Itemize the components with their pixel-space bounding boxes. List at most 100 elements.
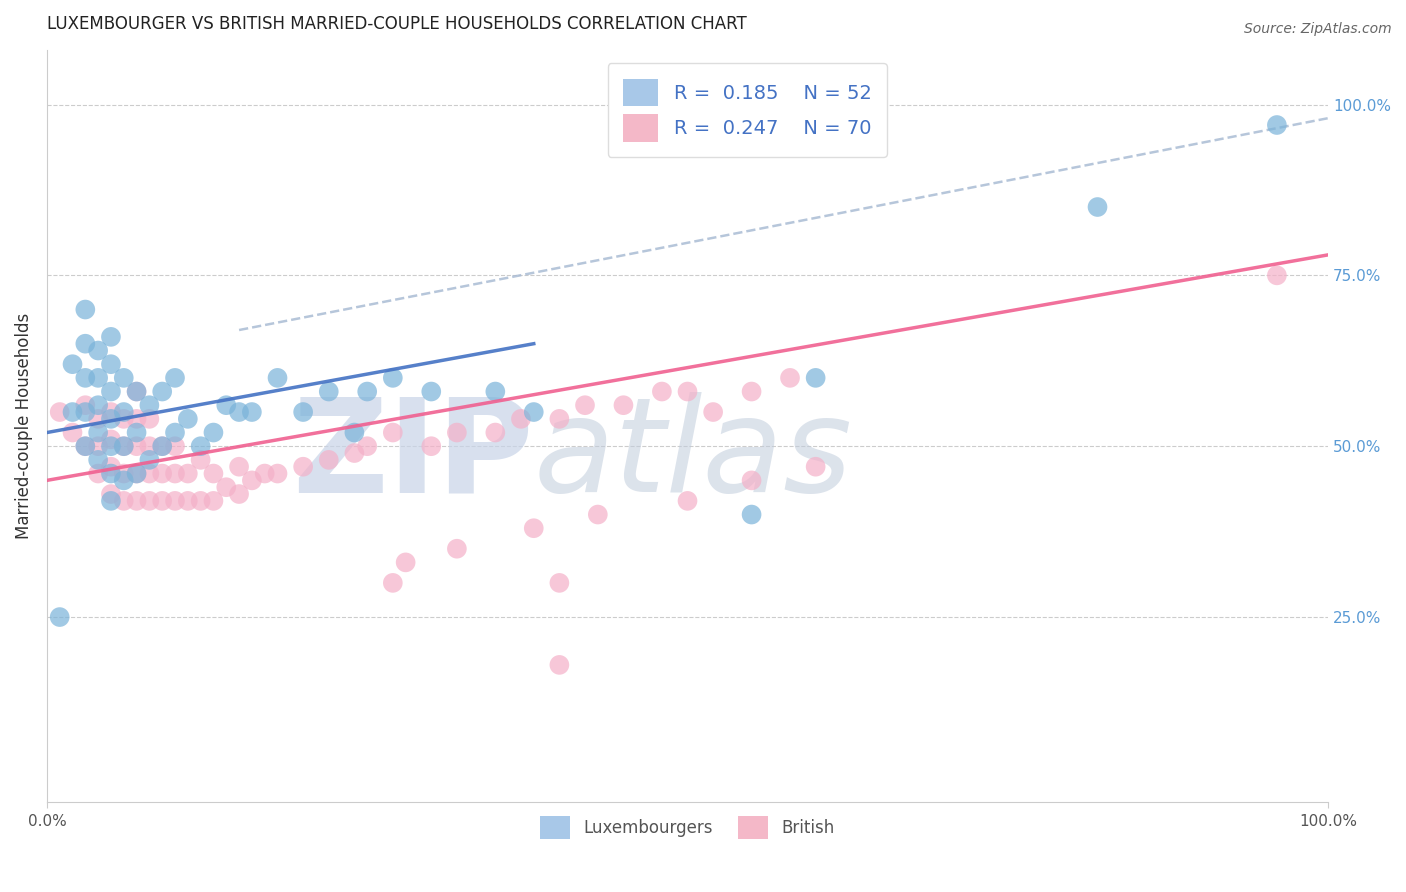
Text: Source: ZipAtlas.com: Source: ZipAtlas.com — [1244, 22, 1392, 37]
Point — [202, 425, 225, 440]
Point — [574, 398, 596, 412]
Point — [446, 541, 468, 556]
Point — [548, 575, 571, 590]
Point — [523, 521, 546, 535]
Point — [292, 405, 315, 419]
Point — [100, 330, 122, 344]
Point — [100, 433, 122, 447]
Point — [779, 371, 801, 385]
Point — [548, 412, 571, 426]
Point — [112, 371, 135, 385]
Point — [702, 405, 724, 419]
Point — [177, 412, 200, 426]
Point — [612, 398, 634, 412]
Point — [190, 453, 212, 467]
Point — [75, 405, 97, 419]
Point — [150, 494, 173, 508]
Point — [48, 610, 70, 624]
Point — [163, 425, 186, 440]
Point — [318, 453, 340, 467]
Point — [112, 439, 135, 453]
Point — [125, 439, 148, 453]
Point — [138, 398, 160, 412]
Point — [395, 555, 418, 569]
Point — [112, 405, 135, 419]
Point — [163, 494, 186, 508]
Point — [804, 459, 827, 474]
Point — [62, 405, 84, 419]
Point — [100, 405, 122, 419]
Point — [125, 467, 148, 481]
Point — [586, 508, 609, 522]
Point — [87, 425, 110, 440]
Point — [163, 371, 186, 385]
Point — [163, 467, 186, 481]
Point — [446, 425, 468, 440]
Point — [100, 412, 122, 426]
Point — [228, 459, 250, 474]
Point — [240, 474, 263, 488]
Point — [125, 384, 148, 399]
Point — [100, 459, 122, 474]
Point — [202, 494, 225, 508]
Point — [48, 405, 70, 419]
Point — [651, 384, 673, 399]
Legend: Luxembourgers, British: Luxembourgers, British — [534, 809, 841, 846]
Point — [676, 384, 699, 399]
Point — [112, 474, 135, 488]
Point — [100, 357, 122, 371]
Point — [190, 439, 212, 453]
Point — [356, 439, 378, 453]
Point — [100, 384, 122, 399]
Point — [266, 371, 288, 385]
Point — [150, 439, 173, 453]
Text: atlas: atlas — [534, 392, 852, 519]
Point — [87, 453, 110, 467]
Point — [381, 425, 404, 440]
Point — [741, 474, 763, 488]
Point — [228, 487, 250, 501]
Point — [804, 371, 827, 385]
Point — [125, 425, 148, 440]
Point — [510, 412, 533, 426]
Point — [87, 467, 110, 481]
Point — [138, 412, 160, 426]
Point — [138, 467, 160, 481]
Point — [138, 494, 160, 508]
Point — [75, 302, 97, 317]
Y-axis label: Married-couple Households: Married-couple Households — [15, 312, 32, 539]
Point — [548, 657, 571, 672]
Point — [75, 439, 97, 453]
Point — [138, 453, 160, 467]
Point — [87, 371, 110, 385]
Point — [1265, 118, 1288, 132]
Point — [1087, 200, 1109, 214]
Point — [100, 467, 122, 481]
Point — [676, 494, 699, 508]
Point — [215, 398, 238, 412]
Point — [420, 439, 443, 453]
Point — [343, 446, 366, 460]
Point — [75, 371, 97, 385]
Point — [125, 467, 148, 481]
Point — [240, 405, 263, 419]
Point — [484, 425, 506, 440]
Point — [125, 384, 148, 399]
Point — [100, 494, 122, 508]
Point — [125, 412, 148, 426]
Point — [420, 384, 443, 399]
Point — [343, 425, 366, 440]
Point — [125, 494, 148, 508]
Point — [266, 467, 288, 481]
Point — [112, 467, 135, 481]
Point — [112, 439, 135, 453]
Point — [138, 439, 160, 453]
Point — [484, 384, 506, 399]
Point — [62, 425, 84, 440]
Point — [215, 480, 238, 494]
Point — [112, 494, 135, 508]
Point — [150, 467, 173, 481]
Point — [75, 439, 97, 453]
Point — [87, 343, 110, 358]
Point — [318, 384, 340, 399]
